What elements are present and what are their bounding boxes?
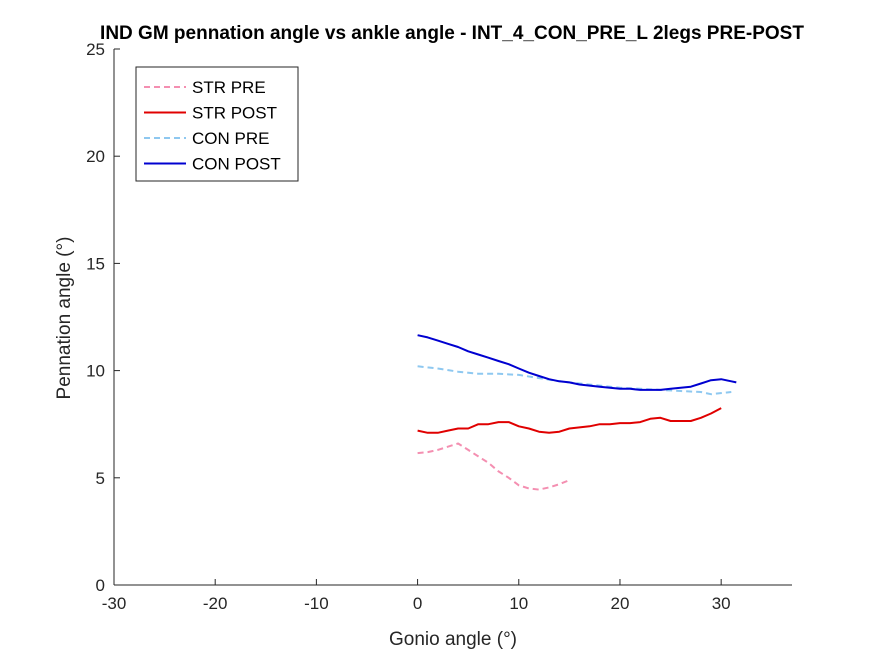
x-tick-label: 0 xyxy=(413,594,422,613)
legend-box xyxy=(135,66,299,182)
legend-label: STR POST xyxy=(192,104,277,123)
legend-label: CON POST xyxy=(192,155,281,174)
plot-area xyxy=(113,49,792,586)
y-tick-label: 25 xyxy=(86,40,105,59)
series-line-str-pre xyxy=(417,442,568,491)
series-line-str-post xyxy=(417,407,722,434)
x-tick-label: -20 xyxy=(203,594,228,613)
legend-label: CON PRE xyxy=(192,129,269,148)
legend: STR PRE STR POST CON PRE CON POST xyxy=(135,66,299,182)
series-line-con-post xyxy=(417,334,737,391)
y-tick-label: 0 xyxy=(96,576,105,595)
x-tick-label: 10 xyxy=(509,594,528,613)
y-tick-label: 20 xyxy=(86,147,105,166)
chart-title: IND GM pennation angle vs ankle angle - … xyxy=(100,23,804,44)
y-axis: 0 5 10 15 20 25 xyxy=(86,40,120,595)
x-axis-label: Gonio angle (°) xyxy=(389,629,517,650)
y-tick-label: 10 xyxy=(86,362,105,381)
y-tick-label: 5 xyxy=(96,469,105,488)
x-tick-label: 20 xyxy=(611,594,630,613)
x-axis: -30 -20 -10 0 10 20 30 xyxy=(102,579,731,613)
x-tick-label: -10 xyxy=(304,594,329,613)
x-tick-label: 30 xyxy=(712,594,731,613)
y-tick-label: 15 xyxy=(86,254,105,273)
legend-label: STR PRE xyxy=(192,78,266,97)
y-axis-label: Pennation angle (°) xyxy=(54,237,75,400)
series-layer xyxy=(417,334,737,491)
x-tick-label: -30 xyxy=(102,594,127,613)
